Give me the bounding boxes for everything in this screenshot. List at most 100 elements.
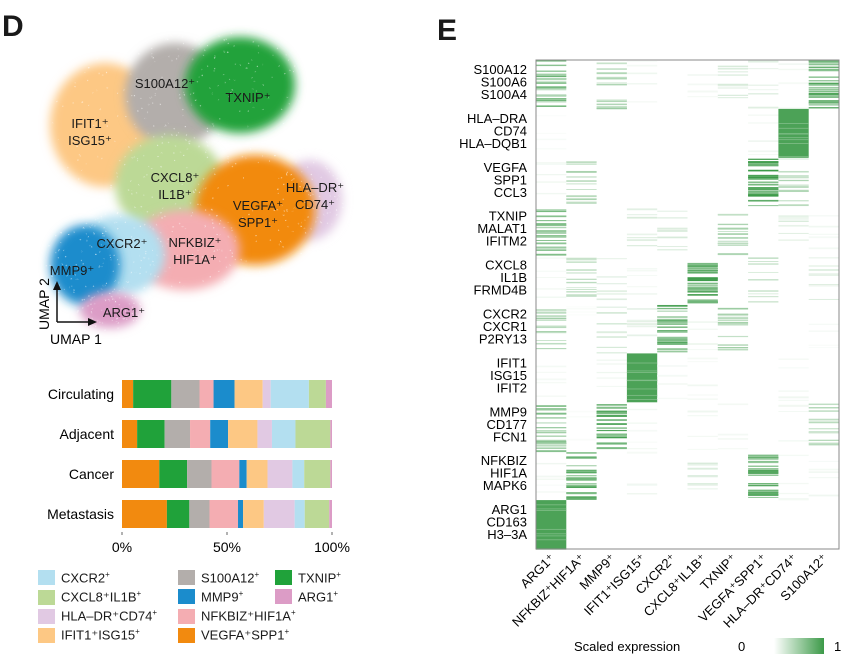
- umap-point: [255, 234, 257, 237]
- umap-point: [151, 260, 154, 263]
- legend-superscript: +: [152, 608, 158, 617]
- umap-point: [289, 69, 291, 71]
- umap-point: [117, 322, 120, 324]
- umap-point: [326, 167, 328, 170]
- umap-point: [231, 229, 233, 232]
- umap-point: [152, 214, 154, 216]
- bar-segment-vegfa: [122, 500, 167, 528]
- heatmap-stripe: [748, 205, 779, 207]
- heatmap-stripe: [778, 68, 809, 71]
- umap-point: [137, 237, 139, 239]
- heatmap-stripe: [657, 330, 688, 332]
- umap-point: [127, 189, 130, 191]
- umap-point: [241, 155, 244, 158]
- heatmap-stripe: [808, 344, 839, 346]
- heatmap-stripe: [536, 138, 567, 141]
- heatmap-stripe: [536, 78, 567, 81]
- heatmap-stripe: [778, 499, 809, 501]
- heatmap-stripe: [808, 69, 839, 72]
- umap-point: [242, 93, 245, 95]
- heatmap-stripe: [536, 247, 567, 249]
- heatmap-stripe: [687, 483, 718, 485]
- umap-point: [149, 226, 151, 228]
- umap-point: [174, 145, 177, 147]
- umap-point: [131, 156, 134, 159]
- umap-point: [149, 264, 152, 266]
- heatmap-stripe: [626, 319, 658, 321]
- gene-label: MMP9: [489, 404, 527, 419]
- heatmap-stripe: [566, 287, 597, 289]
- bar-segment-hla: [263, 500, 295, 528]
- heatmap-stripe: [566, 272, 597, 274]
- heatmap-stripe: [626, 320, 658, 323]
- umap-point: [114, 140, 116, 143]
- bar-segment-hla: [262, 380, 271, 408]
- umap-point: [72, 102, 74, 104]
- heatmap-stripe: [566, 480, 597, 481]
- heatmap-stripe: [808, 442, 839, 444]
- umap-point: [118, 289, 121, 292]
- umap-point: [161, 136, 164, 138]
- umap-point: [112, 310, 114, 312]
- umap-point: [62, 172, 64, 174]
- heatmap-stripe: [536, 378, 567, 381]
- umap-point: [337, 172, 340, 175]
- bar-category-label: Adjacent: [60, 426, 115, 442]
- heatmap-stripe: [596, 359, 627, 361]
- heatmap-stripe: [657, 348, 688, 350]
- umap-point: [179, 281, 181, 284]
- umap-point: [230, 91, 232, 94]
- umap-point: [269, 239, 272, 241]
- heatmap-frame: [535, 59, 840, 550]
- umap-point: [97, 217, 99, 220]
- umap-point: [223, 50, 225, 53]
- heatmap-stripe: [748, 468, 779, 470]
- umap-point: [229, 264, 231, 266]
- heatmap-stripe: [626, 275, 658, 277]
- umap-point: [286, 171, 289, 173]
- umap-point: [90, 246, 93, 248]
- heatmap-stripe: [748, 122, 779, 124]
- heatmap-stripe: [536, 257, 567, 259]
- heatmap-stripe: [536, 236, 567, 238]
- bar-segment-mmp9: [238, 500, 244, 528]
- heatmap-stripe: [808, 421, 839, 424]
- gene-label: IL1B: [500, 270, 527, 285]
- heatmap-stripe: [536, 478, 567, 480]
- heatmap-stripe: [687, 394, 718, 396]
- heatmap-stripe: [808, 76, 839, 78]
- umap-point: [133, 95, 136, 97]
- umap-point: [251, 88, 254, 90]
- heatmap-stripe: [566, 410, 597, 413]
- heatmap-stripe: [687, 285, 718, 287]
- umap-point: [175, 58, 178, 60]
- heatmap-stripe: [778, 107, 809, 109]
- heatmap-stripe: [657, 320, 688, 322]
- heatmap-stripe: [717, 214, 749, 216]
- gene-label: S100A12: [474, 62, 528, 77]
- umap-point: [286, 96, 289, 98]
- bar-segment-ifit1: [228, 420, 258, 448]
- legend-label: NFKBIZ⁺HIF1A: [201, 608, 291, 624]
- umap-point: [130, 58, 132, 61]
- heatmap-stripe: [748, 496, 779, 498]
- umap-point: [97, 290, 100, 293]
- umap-point: [184, 125, 186, 128]
- umap-cluster-label: HIF1A⁺: [173, 252, 217, 267]
- umap-point: [163, 215, 166, 218]
- umap-point: [162, 245, 165, 247]
- heatmap-stripe: [596, 100, 627, 103]
- umap-point: [326, 212, 329, 214]
- gene-label: ISG15: [490, 368, 527, 383]
- heatmap-stripe: [687, 320, 718, 323]
- umap-point: [185, 133, 188, 136]
- umap-point: [93, 232, 95, 234]
- heatmap-stripe: [717, 231, 749, 232]
- umap-point: [124, 295, 127, 298]
- heatmap-stripe: [748, 293, 779, 295]
- umap-point: [311, 178, 313, 181]
- umap-point: [130, 149, 133, 152]
- heatmap-stripe: [748, 68, 779, 70]
- umap-point: [183, 94, 186, 96]
- heatmap-stripe: [778, 189, 809, 192]
